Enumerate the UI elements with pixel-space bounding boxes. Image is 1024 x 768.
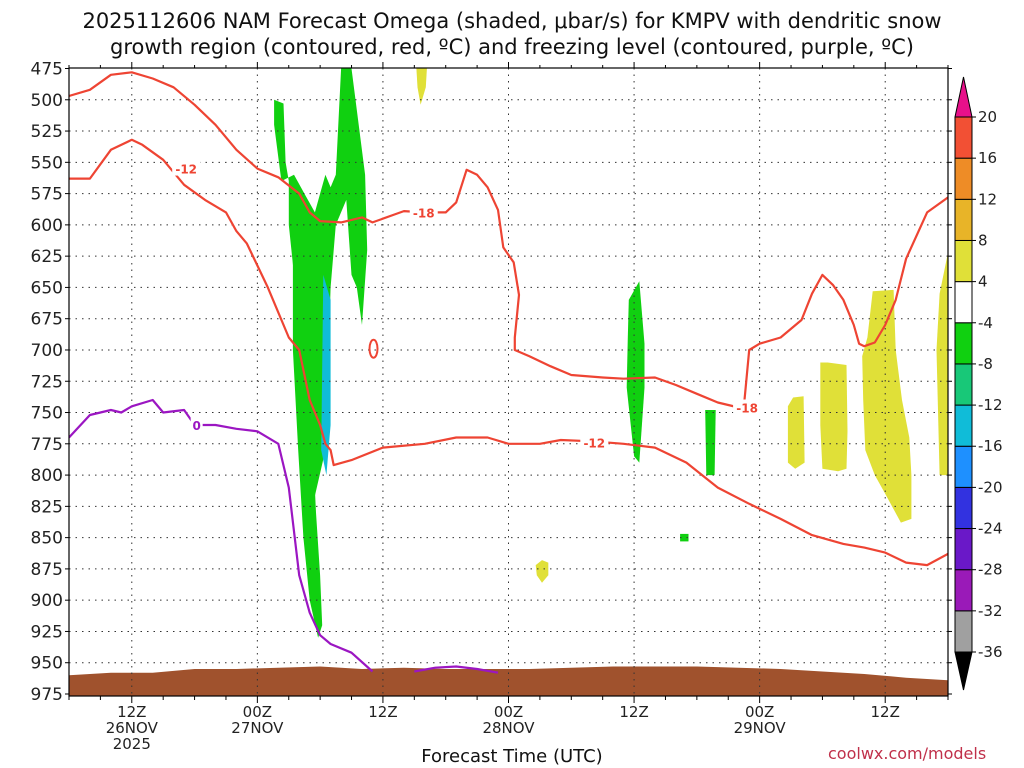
shaded-region-4 — [705, 410, 716, 476]
y-tick-label: 725 — [31, 372, 63, 392]
colorbar: -36 -32 -28 -24 -20 -16 -12 -8 -4 4 8 12 16 20 — [954, 76, 1003, 691]
y-tick-label: 675 — [31, 310, 63, 330]
y-tick-label: 975 — [31, 685, 63, 705]
contour-label-freezing-bg — [190, 417, 203, 433]
contour-line-2 — [69, 398, 374, 673]
y-tick-label: 550 — [31, 153, 63, 173]
shaded-region-2 — [321, 274, 331, 476]
colorbar-label: 8 — [978, 231, 988, 249]
contour-label-minus12-a: -12 — [175, 163, 197, 177]
y-tick-label: 650 — [31, 278, 63, 298]
colorbar-band — [954, 281, 973, 324]
y-tick-label: 825 — [31, 497, 63, 517]
y-tick-label: 950 — [31, 654, 63, 674]
y-tick-label: 925 — [31, 622, 63, 642]
shaded-region-0 — [274, 68, 368, 513]
contour-label-minus12-b: -12 — [583, 437, 605, 451]
colorbar-label: -8 — [978, 355, 993, 373]
y-tick-label: 500 — [31, 91, 63, 111]
colorbar-band — [954, 610, 973, 653]
x-tick-label: 28NOV — [482, 719, 535, 737]
x-tick-label: 00Z — [243, 703, 272, 721]
colorbar-label: 20 — [978, 108, 997, 126]
shaded-region-11 — [936, 252, 948, 476]
colorbar-label: -36 — [978, 643, 1003, 661]
shaded-region-8 — [787, 396, 805, 469]
colorbar-label: -4 — [978, 314, 993, 332]
x-tick-label: 27NOV — [231, 719, 284, 737]
shaded-region-10 — [862, 289, 912, 523]
plot-area: -12 -12 -18 -18 0 — [69, 68, 948, 696]
colorbar-bottom-arrow — [954, 651, 973, 691]
colorbar-label: 4 — [978, 273, 988, 291]
y-tick-label: 525 — [31, 122, 63, 142]
colorbar-band — [954, 239, 973, 283]
contour-label-minus18-b: -18 — [736, 402, 758, 416]
shaded-region-12 — [69, 666, 948, 696]
chart-title-line-1: 2025112606 NAM Forecast Omega (shaded, μ… — [82, 9, 942, 33]
colorbar-band — [954, 363, 973, 406]
colorbar-band — [954, 322, 973, 365]
colorbar-band — [954, 116, 973, 159]
x-tick-label: 00Z — [494, 703, 523, 721]
contour-loop — [368, 338, 379, 359]
x-tick-label: 12Z — [871, 703, 900, 721]
contour-label-minus12-b-bg — [580, 434, 609, 450]
colorbar-band — [954, 157, 973, 200]
credit-text: coolwx.com/models — [828, 744, 987, 763]
contour-line-1 — [69, 71, 948, 409]
colorbar-band — [954, 569, 973, 612]
colorbar-label: -28 — [978, 561, 1003, 579]
contour-label-freezing: 0 — [192, 419, 200, 433]
y-tick-label: 775 — [31, 435, 63, 455]
y-tick-label: 800 — [31, 466, 63, 486]
axes: 475 500 525 550 575 600 625 650 675 700 725 750 775 8… — [31, 60, 952, 753]
shaded-region-6 — [416, 68, 427, 105]
x-tick-label: 12Z — [619, 703, 648, 721]
colorbar-label: 12 — [978, 190, 997, 208]
colorbar-band — [954, 198, 973, 241]
contour-line-3 — [414, 665, 499, 674]
contour-label-minus18-a-bg — [409, 204, 438, 220]
contour-label-minus18-a: -18 — [413, 206, 435, 220]
x-tick-label: 00Z — [745, 703, 774, 721]
colorbar-band — [954, 486, 973, 530]
y-tick-label: 750 — [31, 404, 63, 424]
colorbar-label: -24 — [978, 520, 1003, 538]
y-tick-label: 700 — [31, 341, 63, 361]
y-tick-label: 575 — [31, 185, 63, 205]
y-tick-label: 875 — [31, 560, 63, 580]
x-tick-label: 26NOV — [106, 719, 159, 737]
colorbar-label: 16 — [978, 149, 997, 167]
colorbar-label: -12 — [978, 396, 1003, 414]
plot-content: -12 -12 -18 -18 0 — [69, 68, 948, 696]
y-tick-label: 625 — [31, 247, 63, 267]
contour-line-0 — [69, 138, 948, 567]
colorbar-label: -32 — [978, 602, 1003, 620]
shaded-region-7 — [535, 560, 549, 583]
chart-title: 2025112606 NAM Forecast Omega (shaded, μ… — [0, 8, 1024, 60]
y-tick-label: 900 — [31, 591, 63, 611]
y-tick-label: 850 — [31, 529, 63, 549]
shaded-region-5 — [680, 533, 689, 542]
chart-title-line-2: growth region (contoured, red, ºC) and f… — [110, 35, 914, 59]
colorbar-top-arrow — [954, 76, 973, 118]
x-tick-label: 12Z — [368, 703, 397, 721]
colorbar-band — [954, 528, 973, 571]
contour-label-minus18-b-bg — [733, 399, 762, 415]
shaded-region-3 — [626, 281, 645, 463]
x-tick-label: 2025 — [113, 735, 151, 753]
colorbar-label: -16 — [978, 437, 1003, 455]
x-axis-title: Forecast Time (UTC) — [421, 746, 603, 767]
x-tick-label: 29NOV — [734, 719, 787, 737]
shaded-region-9 — [820, 362, 848, 472]
y-tick-label: 600 — [31, 216, 63, 236]
colorbar-label: -20 — [978, 478, 1003, 496]
colorbar-band — [954, 445, 973, 488]
contour-label-minus12-a-bg — [172, 160, 201, 176]
x-tick-label: 12Z — [117, 703, 146, 721]
y-tick-label: 475 — [31, 60, 63, 80]
colorbar-band — [954, 404, 973, 447]
